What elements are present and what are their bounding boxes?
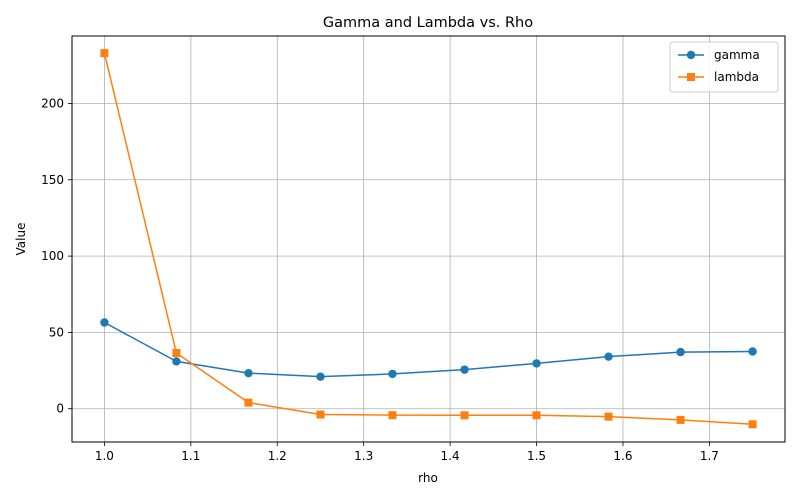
chart-title: Gamma and Lambda vs. Rho <box>323 15 533 31</box>
series-lambda <box>100 49 757 429</box>
gamma-point <box>100 318 109 327</box>
lambda-point <box>604 412 613 421</box>
lambda-point <box>676 415 685 424</box>
gamma-point <box>748 347 757 356</box>
x-tick-label: 1.6 <box>613 449 632 463</box>
gamma-point <box>388 369 397 379</box>
x-tick-label: 1.4 <box>441 449 460 463</box>
gamma-point <box>532 359 541 368</box>
x-tick-label: 1.5 <box>527 449 546 463</box>
lambda-point <box>532 411 541 420</box>
lambda-point <box>316 410 325 419</box>
lambda-point <box>388 411 397 420</box>
legend-marker <box>686 50 696 60</box>
legend: gamma lambda <box>669 41 779 93</box>
series-gamma <box>100 318 757 381</box>
y-tick-label: 200 <box>41 96 64 110</box>
x-axis-label: rho <box>418 471 438 485</box>
gamma-point <box>460 365 469 374</box>
x-tick-label: 1.0 <box>95 449 114 463</box>
y-tick-label: 50 <box>49 325 64 339</box>
lambda-point <box>460 411 469 420</box>
x-tick-label: 1.3 <box>354 449 373 463</box>
plot-series <box>100 49 757 429</box>
lambda-point <box>748 420 757 429</box>
y-tick-label: 0 <box>56 402 64 416</box>
legend-item-lambda: lambda <box>678 70 759 84</box>
y-axis-label: Value <box>14 223 28 256</box>
x-tick-label: 1.2 <box>268 449 287 463</box>
lambda-line <box>103 52 753 426</box>
gamma-point <box>172 357 181 366</box>
gamma-point <box>244 368 253 378</box>
y-tick-label: 100 <box>41 249 64 263</box>
gamma-point <box>316 372 325 381</box>
legend-marker <box>687 73 695 81</box>
legend-item-gamma: gamma <box>678 48 760 62</box>
axes-frame <box>71 35 786 443</box>
grid-lines <box>72 36 785 442</box>
x-tick-label: 1.1 <box>181 449 200 463</box>
x-tick-label: 1.7 <box>700 449 719 463</box>
gamma-point <box>676 347 685 357</box>
lambda-point <box>244 398 253 407</box>
gamma-line <box>104 321 753 378</box>
axis-ticks: 1.0 1.1 1.2 1.3 1.4 1.5 1.6 1.7 0 50 100 150 200 <box>41 96 719 463</box>
legend-label: gamma <box>714 48 760 62</box>
y-tick-label: 150 <box>41 173 64 187</box>
gamma-point <box>604 352 613 361</box>
legend-label: lambda <box>714 70 759 84</box>
lambda-point <box>100 49 109 58</box>
lambda-point <box>172 349 181 358</box>
